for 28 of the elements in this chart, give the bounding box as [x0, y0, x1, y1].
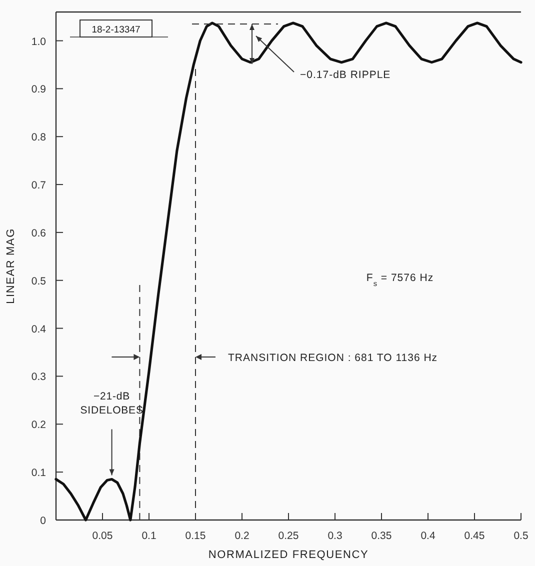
y-tick-label: 0.6: [31, 227, 46, 240]
annotation: F$_{s}$ = 7576 Hz: [366, 272, 434, 288]
y-tick-label: 0.7: [31, 180, 46, 192]
x-tick-label: 0.2: [234, 530, 250, 542]
y-tick-label: 0.4: [31, 323, 46, 336]
y-axis-title: LINEAR MAG: [5, 228, 17, 304]
x-tick-label: 0.35: [371, 530, 392, 542]
x-tick-label: 0.05: [92, 530, 113, 542]
y-tick-label: 0.3: [31, 371, 46, 384]
x-axis-title: NORMALIZED FREQUENCY: [208, 549, 369, 561]
x-tick-label: 0.5: [514, 530, 528, 542]
x-tick-label: 0.45: [464, 530, 485, 542]
x-tick-label: 0.15: [185, 530, 206, 542]
x-tick-label: 0.1: [142, 530, 156, 542]
y-tick-label: 0.2: [31, 419, 46, 432]
y-tick-label: 0.9: [31, 84, 46, 96]
y-tick-label: 0.8: [31, 132, 46, 144]
x-tick-label: 0.4: [420, 530, 436, 542]
y-tick-label: 0.5: [31, 275, 46, 288]
annotation: TRANSITION REGION : 681 TO 1136 Hz: [228, 352, 438, 364]
annotation: −0.17-dB RIPPLE: [300, 69, 391, 81]
x-tick-label: 0.25: [278, 530, 299, 542]
x-tick-label: 0.3: [328, 530, 342, 542]
y-tick-label: 0: [40, 515, 46, 527]
y-tick-label: 1.0: [31, 36, 46, 48]
y-tick-label: 0.1: [31, 467, 46, 480]
annotation: −21-dB SIDELOBES: [80, 390, 144, 416]
annotation: 18-2-13347: [92, 24, 140, 36]
